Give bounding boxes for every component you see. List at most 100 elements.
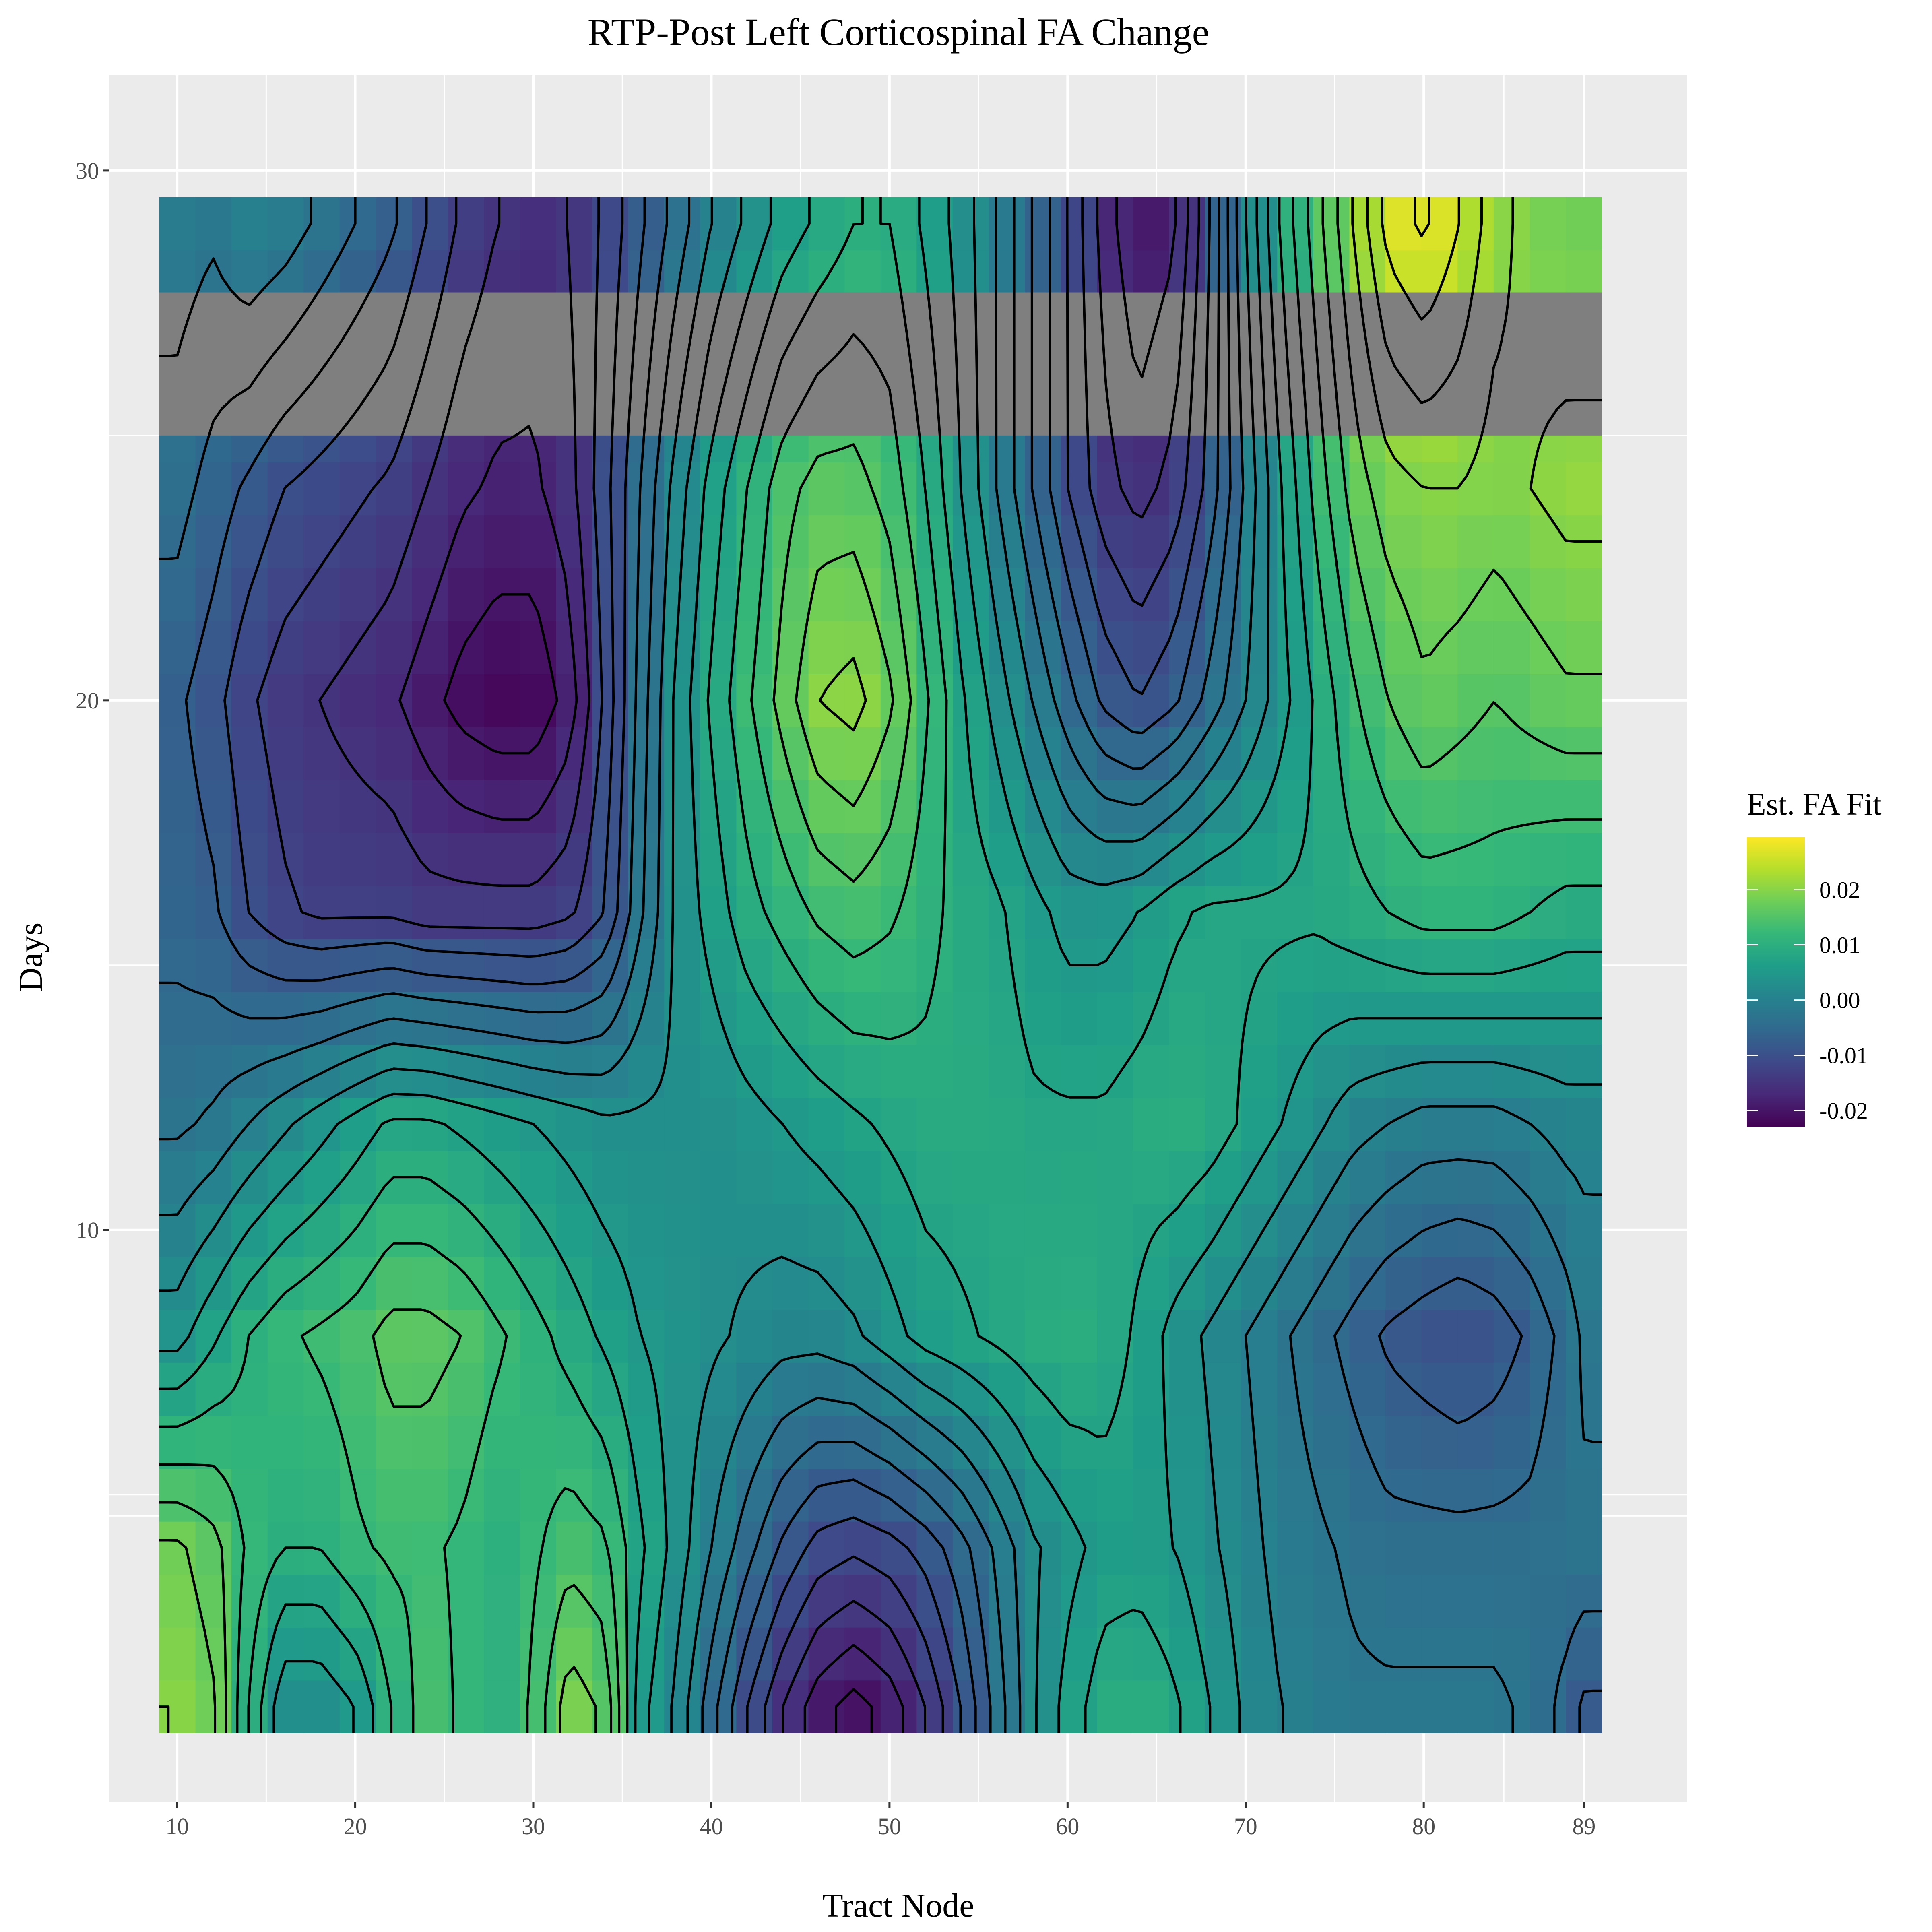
heatmap-cell [1493, 727, 1530, 780]
heatmap-cell [1530, 568, 1566, 621]
heatmap-cell [376, 1044, 412, 1098]
heatmap-cell [339, 886, 376, 939]
heatmap-cell [520, 1574, 557, 1628]
heatmap-cell [880, 462, 917, 516]
heatmap-cell [1313, 1574, 1350, 1628]
legend-title: Est. FA Fit [1747, 786, 1882, 822]
heatmap-cell [989, 1468, 1026, 1522]
heatmap-cell [1421, 674, 1458, 727]
heatmap-cell [159, 1415, 196, 1469]
heatmap-cell [484, 674, 520, 727]
heatmap-cell [195, 197, 232, 251]
heatmap-cell [1457, 1468, 1494, 1522]
heatmap-cell [844, 727, 881, 780]
heatmap-cell [628, 568, 665, 621]
heatmap-cell [952, 780, 989, 833]
heatmap-cell [772, 1203, 809, 1257]
heatmap-cell [267, 1415, 304, 1469]
heatmap-cell [520, 515, 557, 568]
heatmap-cell [376, 1521, 412, 1575]
heatmap-cell [339, 462, 376, 516]
heatmap-cell [1025, 1309, 1061, 1363]
heatmap-cell [1385, 1203, 1422, 1257]
heatmap-cell [1205, 462, 1242, 516]
heatmap-cell [339, 568, 376, 621]
heatmap-cell [159, 832, 196, 886]
heatmap-cell [989, 1574, 1026, 1628]
heatmap-cell [916, 727, 953, 780]
x-tick-label: 60 [1056, 1813, 1079, 1839]
heatmap-cell [1349, 1468, 1386, 1522]
heatmap-cell [1277, 568, 1314, 621]
heatmap-cell [1025, 1415, 1061, 1469]
heatmap-cell [1493, 1150, 1530, 1204]
heatmap-cell [1349, 1627, 1386, 1681]
heatmap-cell [1205, 1468, 1242, 1522]
heatmap-cell [339, 1203, 376, 1257]
heatmap-cell [952, 462, 989, 516]
heatmap-cell [303, 1097, 340, 1151]
heatmap-cell [1313, 886, 1350, 939]
heatmap-cell [484, 939, 520, 992]
heatmap-cell [1421, 197, 1458, 251]
heatmap-cell [412, 939, 448, 992]
heatmap-cell [844, 1150, 881, 1204]
heatmap-cell [989, 1203, 1026, 1257]
x-axis-title: Tract Node [822, 1887, 974, 1924]
heatmap-cell [628, 1468, 665, 1522]
heatmap-cell [592, 1203, 629, 1257]
y-axis-title: Days [12, 923, 50, 992]
heatmap-cell [916, 1044, 953, 1098]
heatmap-cell [916, 1415, 953, 1469]
heatmap-cell [1530, 515, 1566, 568]
heatmap-cell [1493, 1044, 1530, 1098]
heatmap-cell [1241, 1362, 1278, 1416]
heatmap-cell [303, 462, 340, 516]
heatmap-cell [844, 674, 881, 727]
heatmap-cell [772, 1309, 809, 1363]
heatmap-cell [520, 462, 557, 516]
heatmap-cell [1457, 1150, 1494, 1204]
heatmap-cell [267, 674, 304, 727]
heatmap-cell [1133, 727, 1170, 780]
heatmap-cell [339, 515, 376, 568]
heatmap-cell [700, 832, 737, 886]
x-tick-label: 70 [1234, 1813, 1257, 1839]
heatmap-cell [412, 1203, 448, 1257]
heatmap-cell [556, 939, 592, 992]
heatmap-cell [664, 727, 701, 780]
heatmap-cell [1349, 727, 1386, 780]
x-tick-label: 89 [1572, 1813, 1596, 1839]
heatmap-cell [159, 886, 196, 939]
heatmap-cell [664, 1097, 701, 1151]
heatmap-cell [1241, 1627, 1278, 1681]
heatmap-cell [1277, 886, 1314, 939]
heatmap-cell [664, 1044, 701, 1098]
heatmap-cell [772, 1256, 809, 1310]
heatmap-cell [1457, 1362, 1494, 1416]
heatmap-cell [628, 1680, 665, 1733]
heatmap-cell [592, 1097, 629, 1151]
heatmap-cell [1133, 1521, 1170, 1575]
heatmap-cell [195, 1415, 232, 1469]
heatmap-cell [628, 621, 665, 674]
heatmap-cell [1097, 1150, 1133, 1204]
heatmap-cell [159, 197, 196, 251]
heatmap-cell [303, 1680, 340, 1733]
legend-tick-label: 0.02 [1819, 877, 1860, 903]
heatmap-cell [736, 886, 773, 939]
heatmap-cell [267, 1362, 304, 1416]
heatmap-cell [700, 1044, 737, 1098]
heatmap-cell [736, 1415, 773, 1469]
heatmap-cell [484, 1203, 520, 1257]
heatmap-cell [952, 1203, 989, 1257]
heatmap-cell [808, 1044, 845, 1098]
heatmap-cell [1530, 1574, 1566, 1628]
heatmap-cell [267, 1309, 304, 1363]
heatmap-cell [1385, 1521, 1422, 1575]
heatmap-cell [412, 1309, 448, 1363]
heatmap-cell [448, 621, 485, 674]
heatmap-cell [195, 1044, 232, 1098]
heatmap-cell [1097, 991, 1133, 1045]
heatmap-cell [592, 832, 629, 886]
